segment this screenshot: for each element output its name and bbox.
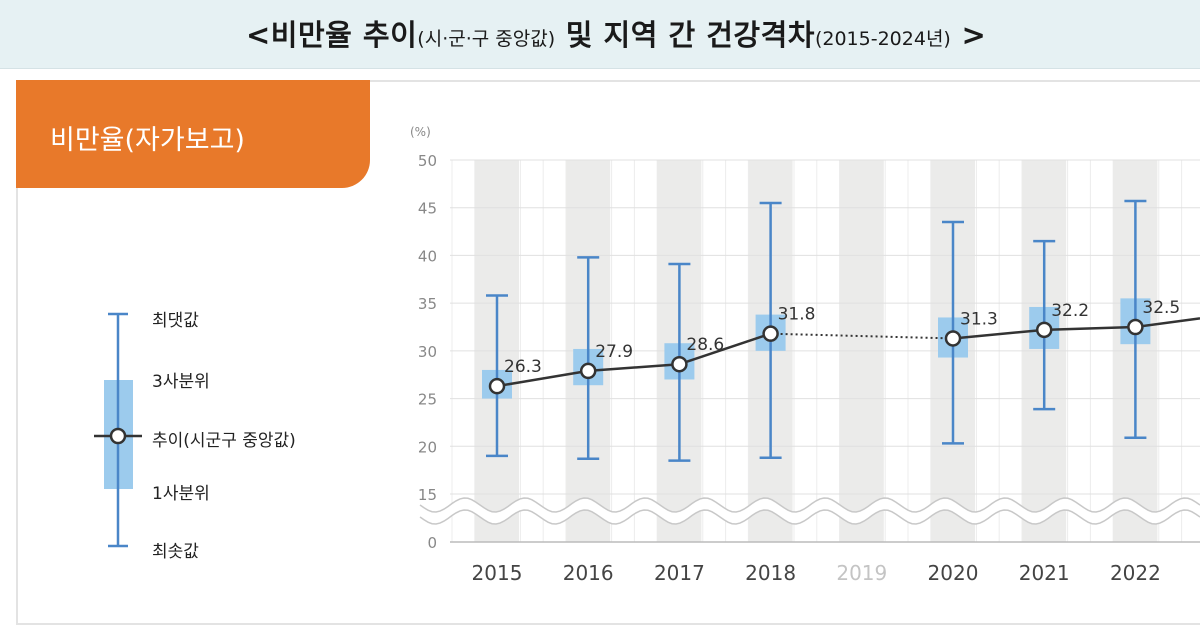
y-tick-label: 20 xyxy=(418,438,437,456)
data-label: 31.3 xyxy=(960,309,998,329)
y-tick-label: 0 xyxy=(427,534,437,552)
legend-marker xyxy=(109,427,127,445)
title-main-1: <비만율 추이 xyxy=(246,18,418,52)
title-sub-2: (2015-2024년) xyxy=(814,28,951,50)
data-label: 32.2 xyxy=(1051,301,1089,321)
median-marker xyxy=(671,355,688,373)
y-tick-label: 45 xyxy=(418,200,437,218)
title-close: > xyxy=(961,18,987,52)
trend-segment xyxy=(496,369,589,388)
data-label: 28.6 xyxy=(686,335,724,355)
y-tick-label: 50 xyxy=(418,152,437,170)
indicator-label: 비만율(자가보고) xyxy=(50,125,245,156)
legend-trend: 추이(시군구 중앙값) xyxy=(152,431,296,451)
indicator-tag: 비만율(자가보고) xyxy=(16,80,370,188)
data-label: 26.3 xyxy=(504,357,542,377)
page-title: <비만율 추이(시·군·구 중앙값) 및 지역 간 건강격차(2015-2024… xyxy=(246,12,986,54)
y-tick-label: 25 xyxy=(418,391,437,409)
y-tick-label: 35 xyxy=(418,295,437,313)
title-bar: <비만율 추이(시·군·구 중앙값) 및 지역 간 건강격차(2015-2024… xyxy=(0,0,1200,69)
x-tick-label: 2018 xyxy=(745,561,796,585)
trend-segment xyxy=(588,362,680,373)
trend-segment xyxy=(679,332,771,366)
axis-break-band xyxy=(420,498,1200,524)
data-label: 31.8 xyxy=(778,305,816,325)
trend-segment xyxy=(1044,325,1136,332)
trend-dotted-segment xyxy=(770,332,954,340)
x-tick-label: 2021 xyxy=(1019,561,1070,585)
median-marker xyxy=(1127,318,1144,336)
axis-break-wave xyxy=(419,497,1200,513)
legend-min: 최솟값 xyxy=(152,542,199,562)
legend-q1: 1사분위 xyxy=(152,484,210,504)
legend-graphic xyxy=(94,312,142,548)
median-marker xyxy=(1035,321,1053,339)
median-marker xyxy=(488,377,506,395)
data-label: 27.9 xyxy=(595,342,633,362)
median-marker xyxy=(762,325,779,342)
y-tick-label: 30 xyxy=(418,343,437,361)
x-tick-label: 2017 xyxy=(654,561,705,585)
trend-segment xyxy=(952,328,1045,340)
x-tick-label: 2022 xyxy=(1110,561,1161,585)
legend-q3: 3사분위 xyxy=(152,372,210,392)
x-tick-label: 2020 xyxy=(928,561,979,585)
y-tick-label: 15 xyxy=(418,486,437,504)
title-main-2: 및 지역 간 건강격차 xyxy=(565,18,815,52)
median-marker xyxy=(579,362,597,380)
y-unit-label: (%) xyxy=(410,125,431,139)
x-tick-label: 2015 xyxy=(472,561,523,585)
x-tick-label: 2019 xyxy=(836,561,887,585)
x-tick-label: 2016 xyxy=(563,561,614,585)
title-sub-1: (시·군·구 중앙값) xyxy=(417,28,556,50)
trend-continuation xyxy=(1135,317,1200,329)
y-tick-label: 40 xyxy=(418,247,437,265)
axis-break-wave xyxy=(419,509,1200,525)
legend-max: 최댓값 xyxy=(152,311,199,331)
median-marker xyxy=(944,330,962,347)
data-label: 32.5 xyxy=(1142,298,1180,318)
